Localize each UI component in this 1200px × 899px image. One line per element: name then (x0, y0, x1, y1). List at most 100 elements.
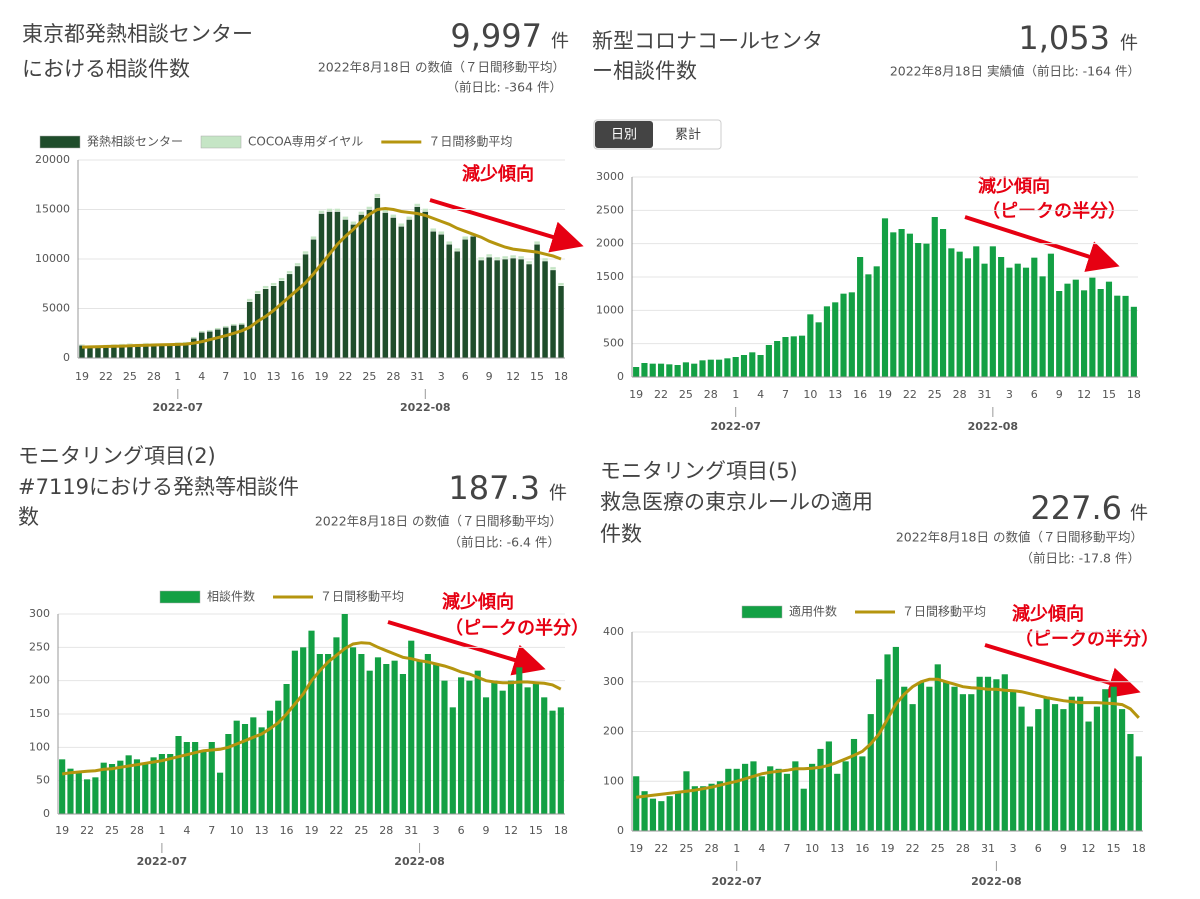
bar (798, 335, 806, 377)
bar (126, 342, 134, 345)
legend-label: 適用件数 (789, 604, 837, 619)
x-tick-label: 25 (928, 388, 942, 401)
note: （前日比: -17.8 件） (1020, 551, 1140, 566)
bar (524, 687, 531, 814)
bar (1130, 306, 1137, 377)
bar (649, 798, 657, 831)
x-tick-label: 22 (654, 842, 668, 855)
bar (509, 254, 517, 259)
x-tick-label: 25 (105, 824, 119, 837)
bar (817, 748, 824, 831)
toggle-button[interactable]: 日別 (611, 128, 637, 143)
y-tick-label: 2500 (596, 203, 624, 216)
bar (765, 345, 772, 377)
bar (890, 232, 897, 377)
x-tick-label: 10 (803, 388, 817, 401)
x-tick-label: 9 (1056, 388, 1063, 401)
bar (984, 676, 992, 831)
bar (964, 258, 972, 377)
bar (390, 214, 397, 218)
panel-label: モニタリング項目(2) (18, 444, 216, 468)
annotation: （ピークの半分） (1015, 628, 1159, 650)
bar (832, 302, 839, 377)
bar (117, 760, 124, 814)
x-tick-label: 25 (354, 824, 368, 837)
bar (382, 212, 389, 359)
headline: 1,053 (1018, 19, 1110, 57)
bar (906, 233, 913, 377)
bar (708, 783, 715, 831)
bar (931, 217, 938, 377)
bar (1135, 756, 1142, 831)
bar (166, 343, 173, 359)
bar (318, 213, 325, 359)
month-label: 2022-07 (137, 855, 188, 868)
bar (225, 734, 232, 814)
bar (809, 763, 816, 831)
bar (190, 338, 197, 359)
bar (842, 761, 849, 831)
x-tick-label: 19 (305, 824, 319, 837)
bar (998, 257, 1005, 377)
x-tick-label: 7 (222, 370, 229, 383)
bar (774, 341, 781, 377)
bar (316, 654, 323, 814)
bar (1127, 733, 1134, 831)
toggle-button[interactable]: 累計 (675, 127, 701, 143)
unit: 件 (551, 31, 569, 52)
x-tick-label: 3 (433, 824, 440, 837)
bar (901, 686, 908, 831)
bar (892, 646, 899, 831)
x-tick-label: 4 (758, 842, 765, 855)
note: 2022年8月18日 実績値（前日比: -164 件） (890, 64, 1140, 79)
bar (302, 250, 309, 255)
bar (790, 336, 797, 377)
bar (424, 654, 431, 814)
bar (300, 647, 307, 814)
panel-title: 数 (18, 505, 39, 529)
toggle-active[interactable] (595, 121, 653, 148)
bar (438, 234, 445, 359)
bar (923, 243, 930, 377)
bar (557, 282, 565, 286)
headline: 227.6 (1030, 489, 1122, 527)
bar (525, 260, 533, 265)
bar (458, 677, 465, 814)
x-tick-label: 19 (75, 370, 89, 383)
bar (1043, 696, 1050, 831)
x-tick-label: 19 (55, 824, 69, 837)
bar (406, 219, 413, 359)
bar (757, 355, 764, 377)
x-tick-label: 15 (530, 370, 544, 383)
bar (486, 256, 493, 359)
x-tick-label: 19 (629, 842, 643, 855)
bar (414, 203, 421, 207)
x-tick-label: 19 (315, 370, 329, 383)
note: 2022年8月18日 の数値（７日間移動平均） (896, 530, 1143, 545)
bar (406, 216, 413, 220)
bar (943, 681, 950, 831)
bar (474, 670, 481, 814)
bar (691, 786, 698, 831)
bar (294, 262, 301, 267)
note: 2022年8月18日 の数値（７日間移動平均） (315, 514, 562, 529)
bar (873, 266, 880, 377)
bar (454, 247, 461, 252)
bar (1085, 721, 1092, 831)
bar (517, 255, 525, 260)
y-tick-label: 0 (617, 370, 624, 383)
x-tick-label: 12 (506, 370, 520, 383)
x-tick-label: 1 (732, 388, 739, 401)
bar (533, 243, 541, 359)
x-tick-label: 4 (757, 388, 764, 401)
bar (374, 193, 381, 198)
bar (633, 776, 640, 831)
bar (334, 208, 341, 212)
bar (446, 240, 453, 245)
bar (358, 211, 365, 215)
bar (848, 292, 855, 377)
bar (1089, 277, 1096, 377)
bar (859, 756, 866, 831)
bar (1110, 686, 1117, 831)
panel-title: ー相談件数 (592, 59, 697, 83)
